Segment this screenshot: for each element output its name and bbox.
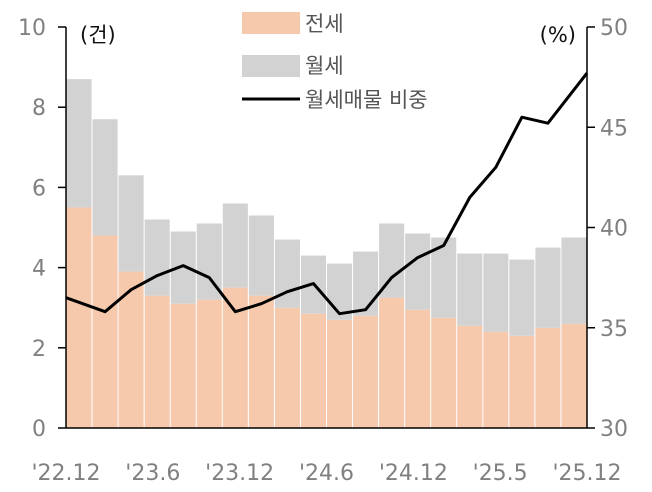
bar-jeonse bbox=[353, 315, 379, 428]
right-ticks: 30 35 40 45 50 bbox=[587, 16, 628, 442]
bar-jeonse bbox=[379, 297, 405, 428]
bar-wolse bbox=[483, 253, 509, 332]
x-tick-label: '22.12 bbox=[31, 461, 100, 486]
left-ticks: 0 2 4 6 8 10 bbox=[18, 16, 66, 442]
x-tick-label: '25.12 bbox=[552, 461, 621, 486]
left-unit-label: (건) bbox=[80, 23, 116, 47]
legend: 전세 월세 월세매물 비중 bbox=[242, 12, 428, 112]
legend-label-wolse: 월세 bbox=[305, 54, 344, 78]
bar-wolse bbox=[118, 175, 144, 272]
bar-jeonse bbox=[118, 271, 144, 428]
right-tick-label: 45 bbox=[600, 116, 628, 141]
legend-swatch-wolse bbox=[242, 55, 300, 77]
bar-wolse bbox=[248, 215, 274, 296]
bar-wolse bbox=[327, 263, 353, 320]
right-tick-label: 35 bbox=[600, 317, 628, 342]
bar-wolse bbox=[535, 247, 561, 328]
bar-jeonse bbox=[431, 317, 457, 428]
left-tick-label: 8 bbox=[32, 96, 46, 121]
bar-jeonse bbox=[274, 307, 300, 428]
bar-jeonse bbox=[457, 325, 483, 428]
left-tick-label: 6 bbox=[32, 176, 46, 201]
bar-jeonse bbox=[327, 319, 353, 428]
bar-wolse bbox=[561, 237, 587, 324]
right-tick-label: 40 bbox=[600, 217, 628, 242]
left-tick-label: 10 bbox=[18, 16, 46, 41]
bar-jeonse bbox=[248, 295, 274, 428]
bar-wolse bbox=[92, 119, 118, 236]
bar-jeonse bbox=[300, 313, 326, 428]
bar-jeonse bbox=[509, 335, 535, 428]
bar-jeonse bbox=[170, 303, 196, 428]
bar-wolse bbox=[353, 251, 379, 316]
left-tick-label: 2 bbox=[32, 337, 46, 362]
bar-jeonse bbox=[535, 327, 561, 428]
right-tick-label: 30 bbox=[600, 417, 628, 442]
left-tick-label: 4 bbox=[32, 257, 46, 282]
bar-jeonse bbox=[196, 299, 222, 428]
bar-wolse bbox=[379, 223, 405, 298]
bar-jeonse bbox=[561, 323, 587, 428]
bar-jeonse bbox=[66, 207, 92, 428]
legend-swatch-jeonse bbox=[242, 12, 300, 34]
bar-jeonse bbox=[144, 295, 170, 428]
right-unit-label: (%) bbox=[540, 23, 576, 47]
x-tick-label: '23.6 bbox=[125, 461, 180, 486]
bar-wolse bbox=[222, 203, 248, 288]
bar-jeonse bbox=[405, 309, 431, 428]
bar-jeonse bbox=[483, 331, 509, 428]
left-tick-label: 0 bbox=[32, 417, 46, 442]
bar-wolse bbox=[144, 219, 170, 296]
bar-wolse bbox=[509, 259, 535, 336]
bar-wolse bbox=[66, 79, 92, 208]
bar-wolse bbox=[274, 239, 300, 308]
bars-layer bbox=[66, 79, 587, 428]
ratio-line bbox=[65, 72, 589, 316]
x-ticks: '22.12 '23.6 '23.12 '24.6 '24.12 '25.5 '25.12 bbox=[31, 461, 621, 486]
bar-jeonse bbox=[92, 235, 118, 428]
right-tick-label: 50 bbox=[600, 16, 628, 41]
x-tick-label: '23.12 bbox=[205, 461, 274, 486]
bar-wolse bbox=[457, 253, 483, 326]
legend-label-ratio: 월세매물 비중 bbox=[305, 88, 428, 112]
legend-label-jeonse: 전세 bbox=[305, 12, 344, 36]
bar-wolse bbox=[405, 233, 431, 310]
x-tick-label: '24.12 bbox=[379, 461, 448, 486]
x-tick-label: '25.5 bbox=[473, 461, 528, 486]
x-tick-label: '24.6 bbox=[299, 461, 354, 486]
